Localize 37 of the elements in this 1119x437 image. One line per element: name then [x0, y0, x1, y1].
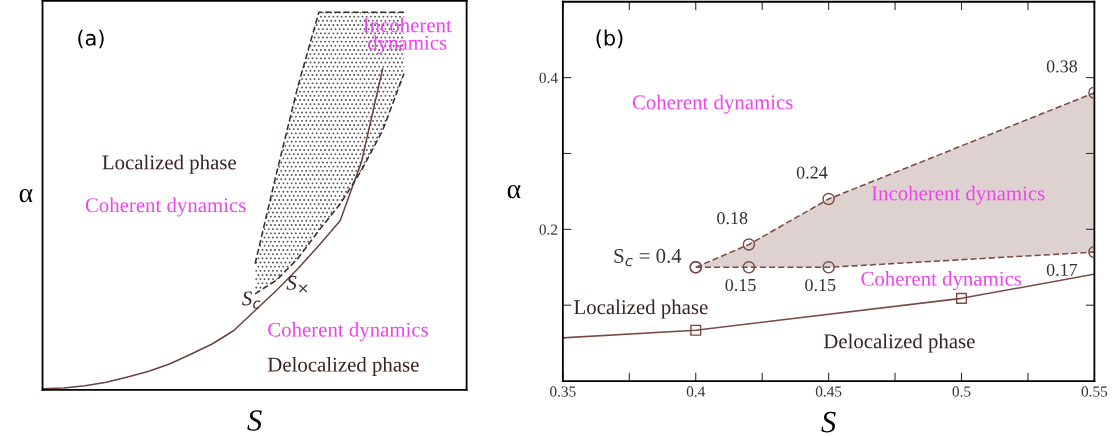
point — [822, 261, 835, 274]
annotation: (a) — [78, 29, 104, 49]
annotation: Delocalized phase — [267, 357, 419, 376]
x-tick-label: 0.45 — [815, 386, 842, 397]
point — [690, 324, 702, 336]
x-axis-title: S — [821, 411, 836, 433]
annotation: Coherent dynamics — [268, 321, 428, 341]
y-axis-title: α — [507, 184, 521, 199]
y-tick-label: 0.2 — [539, 224, 558, 235]
point — [955, 292, 968, 304]
data-label: 0.15 — [805, 278, 836, 292]
data-label: 0.18 — [717, 211, 748, 225]
x-tick-label: 0.35 — [550, 386, 576, 397]
data-label: 0.24 — [796, 166, 828, 179]
point — [742, 238, 756, 251]
x-tick-label: 0.55 — [1081, 386, 1108, 397]
x-axis-title: S — [247, 410, 262, 431]
annotation: Incoherent dynamics — [871, 185, 1045, 205]
annotation: (b) — [596, 29, 623, 49]
x-tick-label: 0.4 — [686, 386, 706, 397]
point — [742, 261, 756, 274]
annotation: S$_{c}$ = 0.4 — [614, 248, 682, 267]
annotation: Localized phase — [102, 154, 236, 174]
annotation: Coherent dynamics — [632, 94, 793, 114]
data-label: 0.38 — [1046, 60, 1078, 73]
annotation: Incoherent dynamics — [363, 17, 452, 55]
annotation: Delocalized phase — [823, 333, 975, 353]
data-label: 0.15 — [725, 278, 756, 292]
annotation: Localized phase — [574, 299, 708, 319]
data-label: 0.17 — [1046, 263, 1078, 276]
x-tick-label: 0.5 — [952, 386, 971, 397]
annotation: Coherent dynamics — [861, 271, 1022, 291]
annotation: S$_{×}$ — [286, 275, 308, 293]
point — [822, 192, 835, 206]
annotation: Coherent dynamics — [85, 197, 246, 217]
annotation: S$_{c}$ — [242, 291, 261, 309]
y-axis-title: α — [19, 188, 33, 203]
